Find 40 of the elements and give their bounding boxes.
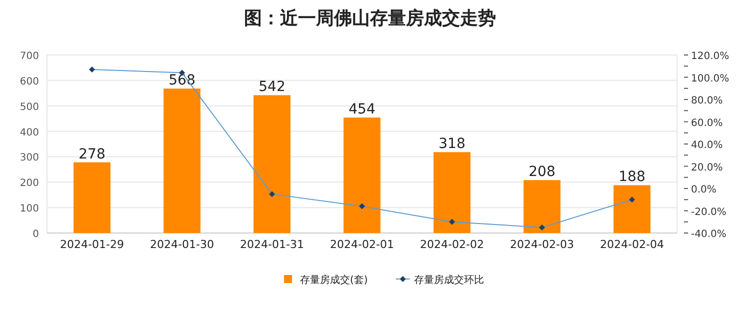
data-label: 278 (78, 146, 106, 162)
y2-tick-label: 100.0% (691, 73, 730, 84)
data-label: 318 (438, 136, 466, 152)
y2-tick-label: -20.0% (691, 206, 726, 218)
y-tick-label: 200 (20, 178, 39, 190)
y-tick-label: 300 (20, 152, 39, 164)
bar (164, 88, 200, 233)
bar (344, 118, 380, 233)
data-label: 188 (618, 169, 646, 186)
data-label: 542 (258, 79, 286, 96)
x-tick-label: 2024-01-30 (150, 238, 214, 251)
y2-tick-label: -40.0% (691, 229, 726, 240)
data-label: 208 (528, 164, 556, 180)
y-tick-label: 700 (20, 51, 39, 62)
legend-label: 存量房成交环比 (414, 274, 484, 286)
y2-tick-label: 120.0% (691, 51, 730, 62)
y-tick-label: 600 (20, 76, 39, 88)
bar (524, 180, 560, 233)
y2-tick-label: 80.0% (691, 96, 723, 106)
x-tick-label: 2024-02-04 (600, 238, 664, 251)
y2-tick-label: 60.0% (691, 118, 723, 129)
bar (254, 95, 290, 233)
y-tick-label: 0 (32, 229, 39, 240)
y2-tick-label: 20.0% (691, 162, 723, 174)
data-label: 454 (348, 102, 376, 118)
y-tick-label: 100 (20, 204, 39, 215)
bar (434, 152, 470, 233)
x-tick-label: 2024-01-31 (240, 238, 304, 251)
y2-tick-label: 40.0% (691, 140, 723, 151)
bar (74, 162, 110, 233)
legend-label: 存量房成交(套) (300, 274, 368, 286)
x-tick-label: 2024-02-03 (510, 238, 574, 251)
bar (614, 185, 650, 233)
x-tick-label: 2024-02-02 (420, 238, 484, 251)
y-tick-label: 400 (20, 127, 39, 138)
y-tick-label: 500 (20, 102, 39, 113)
x-tick-label: 2024-01-29 (60, 238, 124, 251)
x-tick-label: 2024-02-01 (330, 238, 394, 251)
y2-tick-label: 0.0% (691, 184, 716, 196)
chart-title: 图：近一周佛山存量房成交走势 (244, 8, 496, 29)
